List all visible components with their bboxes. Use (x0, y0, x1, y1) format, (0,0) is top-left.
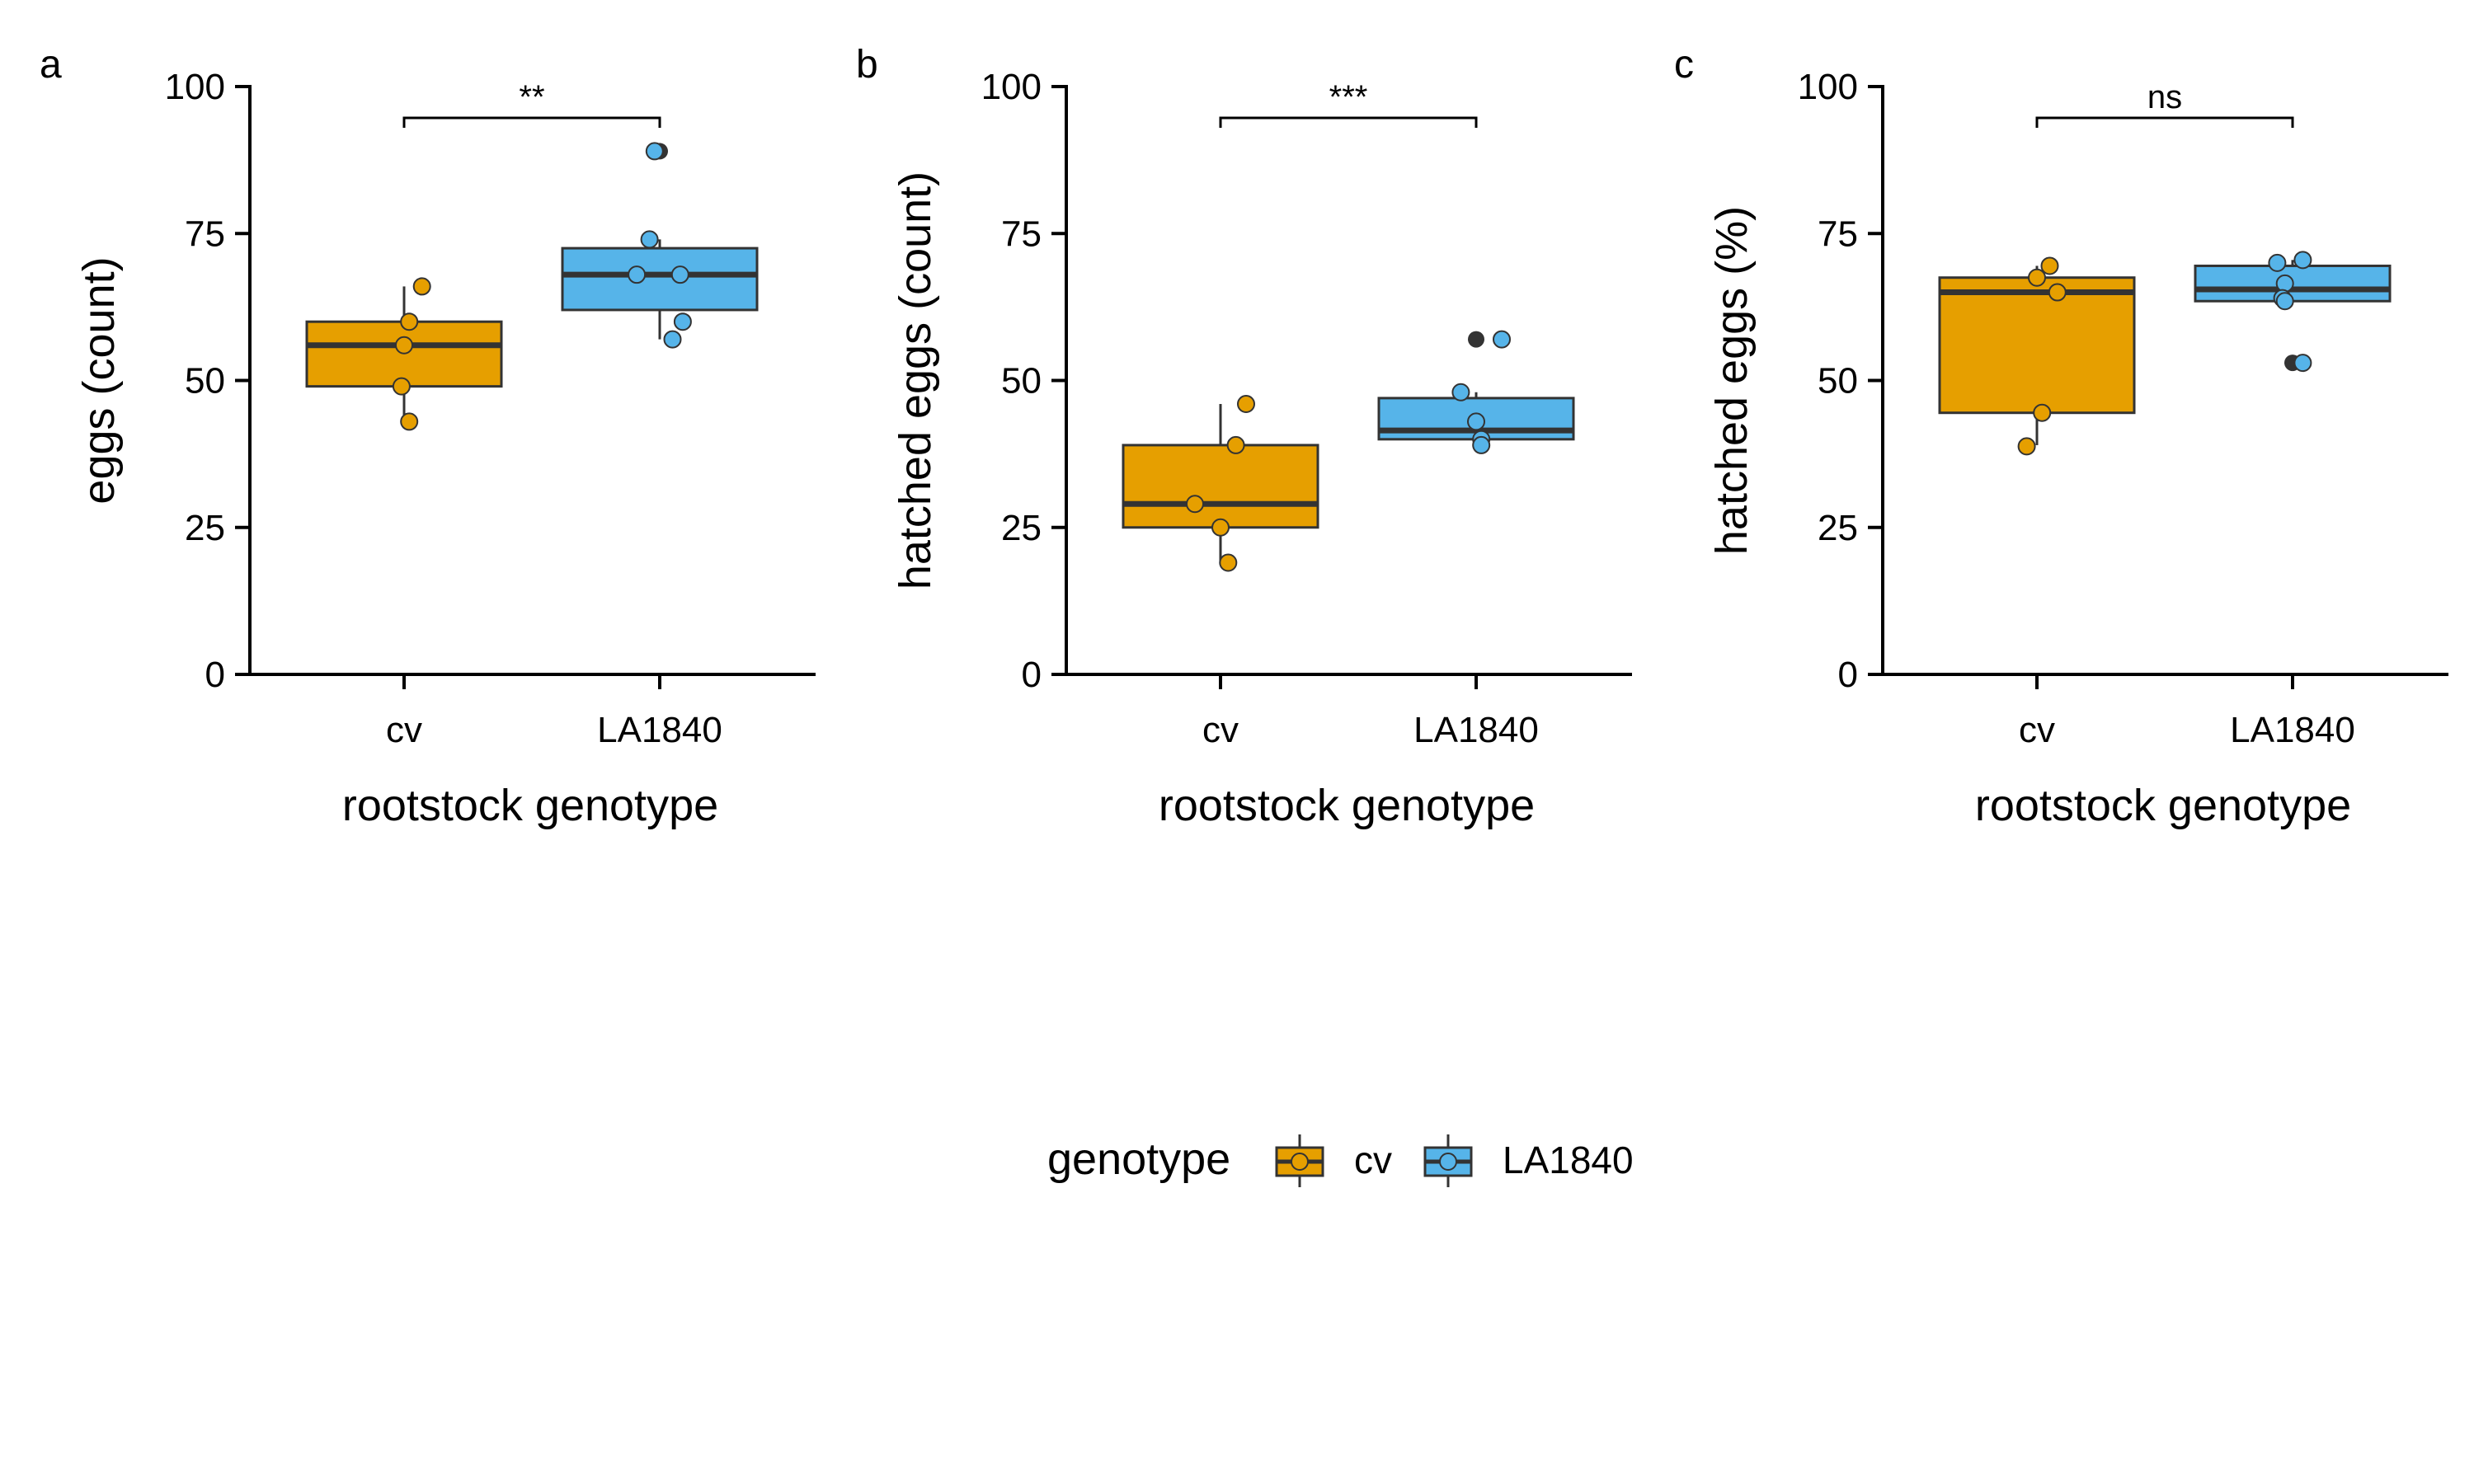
panel-a-point-cv (395, 336, 413, 355)
panel-c-y-axis-title: hatched eggs (%) (1707, 206, 1757, 555)
panel-a-point-cv (400, 312, 419, 331)
panel-a-point-cv (400, 412, 419, 431)
panel-b-point-la1840 (1451, 383, 1470, 402)
panel-b-y-tick-label: 100 (981, 67, 1042, 107)
panel-a-x-tick-label: LA1840 (597, 710, 722, 750)
panel-c-y-tick-label: 75 (1818, 214, 1858, 254)
panel-a-point-la1840 (670, 265, 689, 284)
panel-c-point-cv (2033, 403, 2052, 422)
panel-b-point-cv (1186, 495, 1204, 514)
panel-b-x-tick-label: LA1840 (1413, 710, 1539, 750)
panel-c-point-la1840 (2275, 292, 2294, 311)
panel-b-point-la1840 (1467, 412, 1485, 431)
panel-b-point-cv (1226, 435, 1245, 454)
panel-b-y-axis-title: hatched eggs (count) (891, 171, 940, 589)
panel-a: a 0 25 50 75 100 cv LA1840 rootstock genotype egg… (40, 43, 816, 830)
legend-label-cv: cv (1354, 1139, 1392, 1181)
panel-b-significance-bracket (1219, 116, 1478, 128)
legend-key-la1840 (1423, 1134, 1473, 1187)
panel-a-point-la1840 (640, 230, 659, 249)
panel-c-x-tick-label: cv (2019, 710, 2055, 750)
panel-c-point-cv (2028, 268, 2046, 287)
panel-c-significance-bracket (2035, 116, 2294, 128)
panel-b-letter: b (856, 43, 878, 87)
legend-label-la1840: LA1840 (1503, 1139, 1634, 1181)
panel-c-letter: c (1674, 43, 1694, 87)
panel-b-y-tick-label: 0 (1022, 655, 1042, 695)
panel-b-significance-label: *** (1329, 79, 1368, 115)
legend: genotype cv LA1840 (1047, 1134, 1634, 1187)
panel-b-x-tick-label: cv (1202, 710, 1239, 750)
panel-a-point-la1840 (663, 330, 682, 349)
panel-b-y-tick-label: 50 (1001, 361, 1042, 402)
panel-a-y-tick-label: 75 (185, 214, 225, 254)
legend-key-cv-point (1291, 1153, 1309, 1171)
panel-a-point-cv (392, 377, 411, 396)
panel-a-significance-label: ** (519, 79, 544, 115)
panel-c-y-tick-label: 0 (1838, 655, 1858, 695)
panel-c-significance-label: ns (2147, 79, 2182, 115)
legend-key-la1840-point (1439, 1153, 1457, 1171)
panel-b: b 0 25 50 75 100 cv LA1840 rootstock genotype hat… (856, 43, 1632, 830)
panel-c-x-tick-label: LA1840 (2230, 710, 2355, 750)
panel-c-y-tick-label: 25 (1818, 508, 1858, 548)
panel-a-significance-bracket (402, 116, 661, 128)
panel-b-outlier-la1840 (1468, 331, 1484, 348)
panel-a-point-cv (412, 277, 431, 296)
panel-a-point-la1840 (673, 312, 692, 331)
panel-b-x-axis-title: rootstock genotype (1159, 781, 1535, 830)
panel-a-x-axis-title: rootstock genotype (342, 781, 718, 830)
panel-c-y-tick-label: 50 (1818, 361, 1858, 402)
legend-key-cv (1275, 1134, 1324, 1187)
panel-a-y-tick-label: 25 (185, 508, 225, 548)
panel-c-x-axis-title: rootstock genotype (1975, 781, 2351, 830)
panel-c-point-la1840 (2293, 354, 2312, 373)
panel-b-point-cv (1219, 553, 1238, 572)
panel-c-y-tick-label: 100 (1798, 67, 1858, 107)
panel-c-point-cv (2017, 437, 2036, 456)
panel-b-point-cv (1237, 395, 1255, 414)
panel-c-point-cv (2048, 283, 2067, 302)
panel-b-y-tick-label: 25 (1001, 508, 1042, 548)
panel-c-point-la1840 (2275, 274, 2294, 293)
panel-a-y-axis-title: eggs (count) (74, 256, 124, 504)
panel-a-x-tick-label: cv (386, 710, 422, 750)
panel-c-point-la1840 (2268, 253, 2287, 272)
panel-a-y-tick-label: 100 (165, 67, 225, 107)
panel-b-y-tick-label: 75 (1001, 214, 1042, 254)
legend-title: genotype (1047, 1134, 1230, 1184)
panel-c: c 0 25 50 75 100 cv LA1840 rootstock genotype hat… (1674, 43, 2448, 830)
panel-b-point-la1840 (1493, 330, 1511, 349)
panel-a-y-tick-label: 0 (205, 655, 225, 695)
panel-a-point-la1840 (628, 265, 647, 284)
panel-a-box-la1840 (561, 247, 759, 312)
panel-c-box-cv (1938, 276, 2136, 415)
panel-c-point-la1840 (2293, 251, 2312, 270)
panel-b-point-la1840 (1472, 435, 1491, 454)
panel-b-box-cv (1122, 444, 1319, 529)
panel-a-y-tick-label: 50 (185, 361, 225, 402)
panel-b-point-cv (1211, 518, 1230, 537)
panel-c-point-cv (2040, 256, 2059, 275)
panel-a-letter: a (40, 43, 62, 87)
panel-a-point-la1840 (645, 142, 664, 161)
